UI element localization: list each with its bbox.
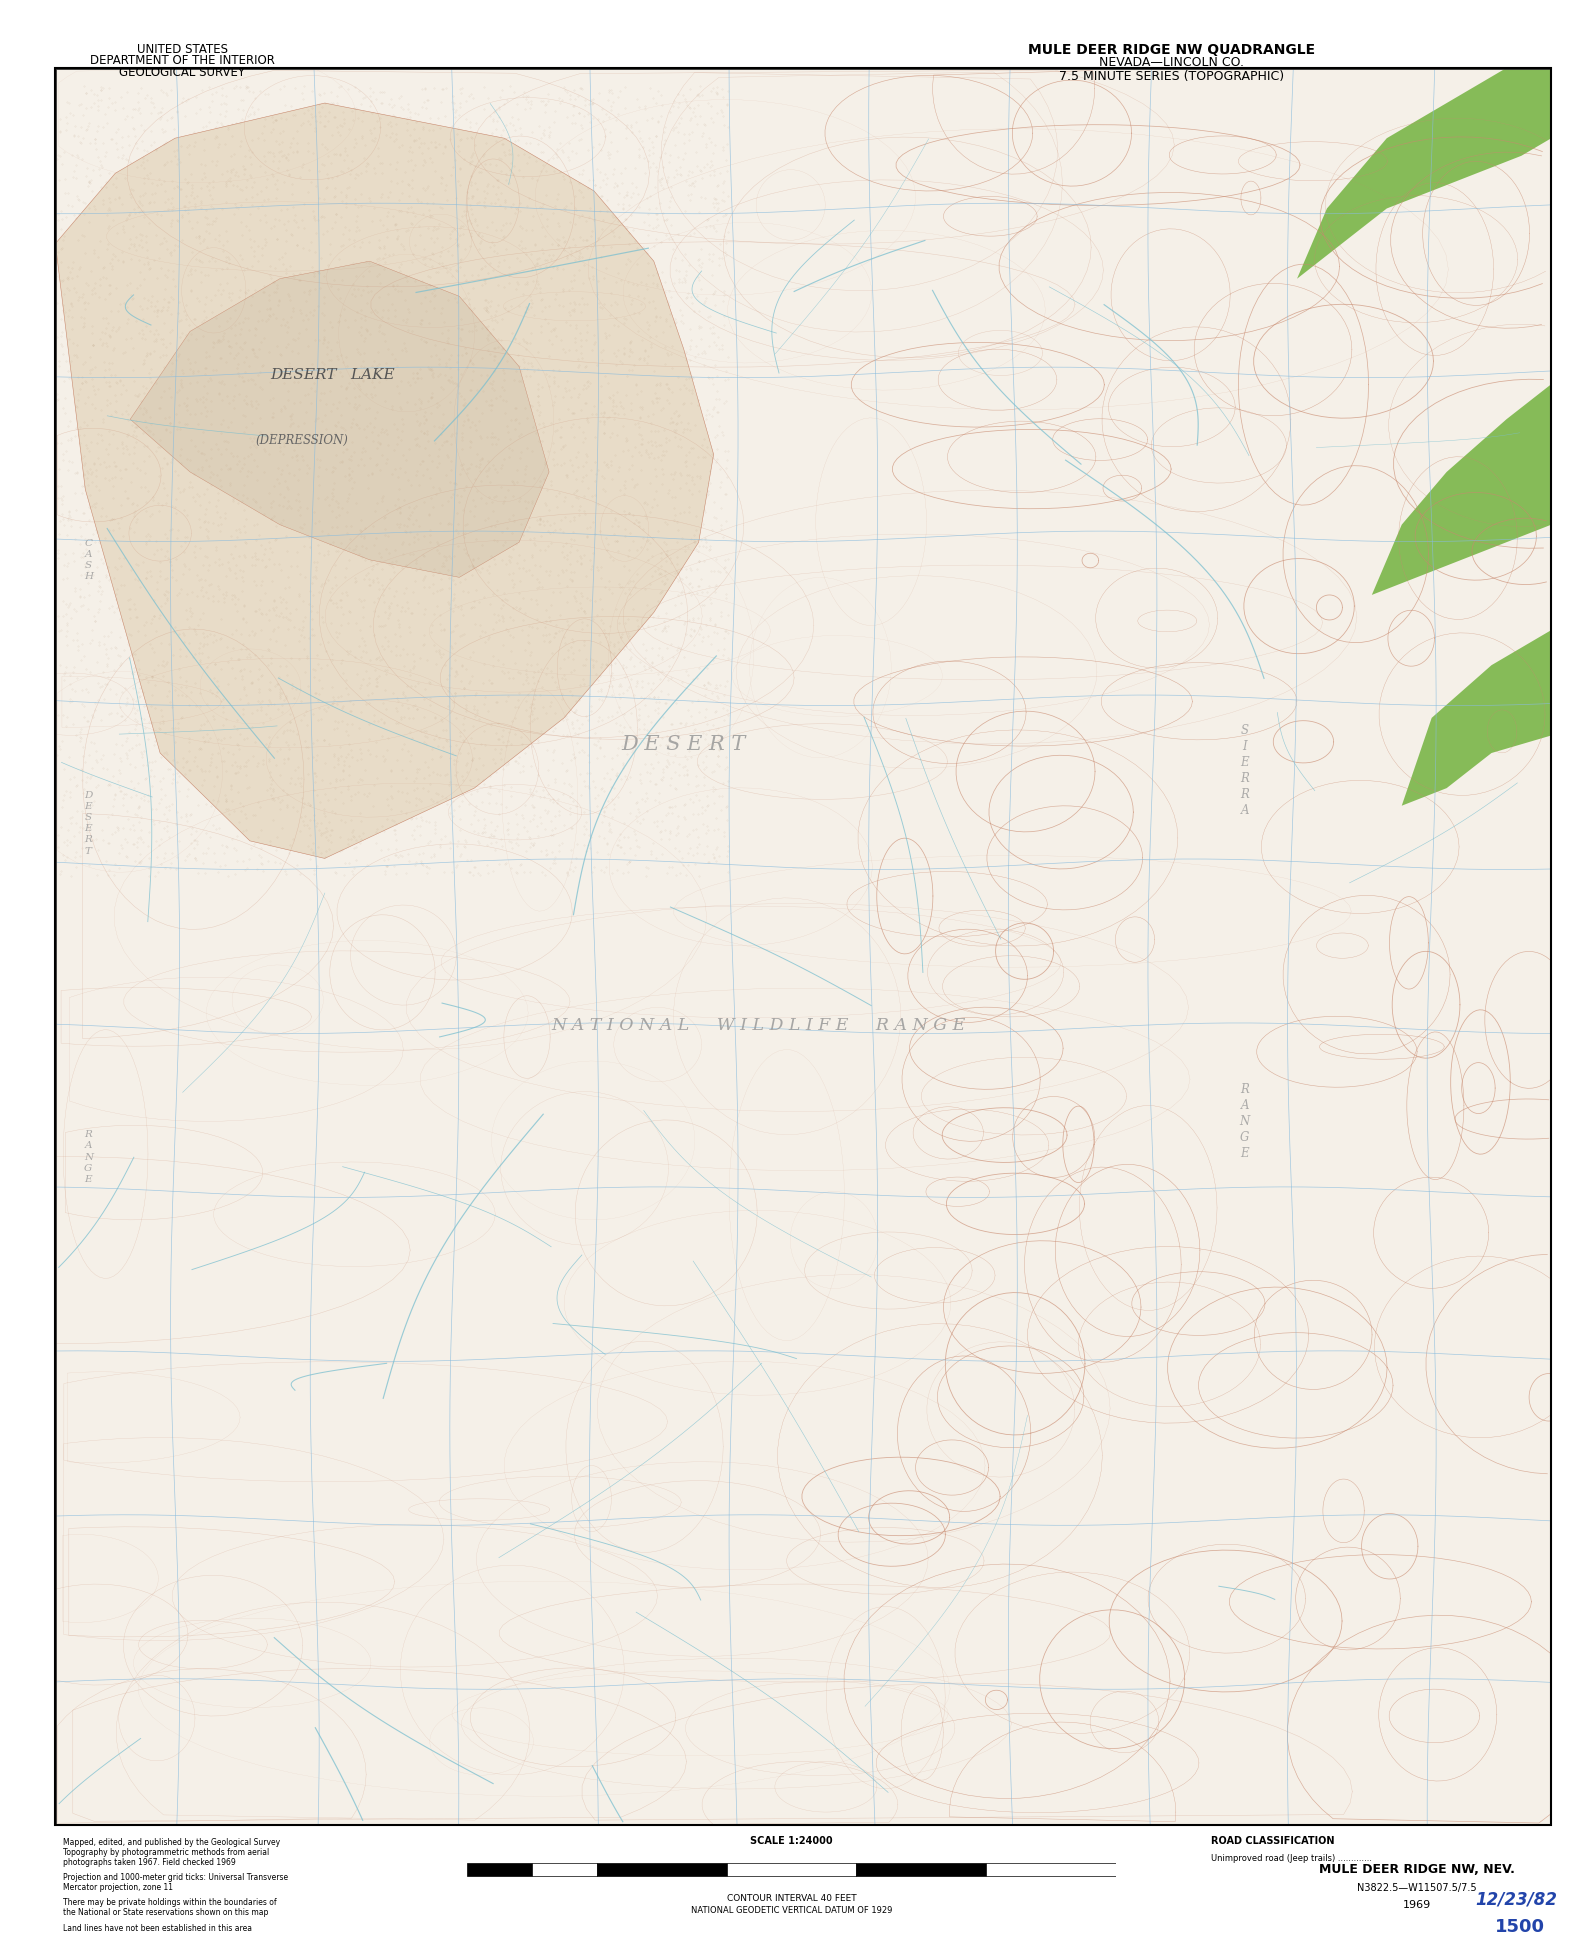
Polygon shape — [1296, 68, 1551, 280]
Polygon shape — [130, 262, 549, 576]
Text: 1500: 1500 — [1494, 1918, 1545, 1935]
Text: photographs taken 1967. Field checked 1969: photographs taken 1967. Field checked 19… — [63, 1858, 236, 1867]
Polygon shape — [55, 103, 714, 858]
Text: CONTOUR INTERVAL 40 FEET: CONTOUR INTERVAL 40 FEET — [727, 1894, 856, 1904]
Text: 7.5 MINUTE SERIES (TOPOGRAPHIC): 7.5 MINUTE SERIES (TOPOGRAPHIC) — [1059, 70, 1284, 83]
Text: (DEPRESSION): (DEPRESSION) — [256, 435, 348, 446]
Text: 1969: 1969 — [1403, 1900, 1431, 1910]
Text: Unimproved road (Jeep trails) .............: Unimproved road (Jeep trails) ..........… — [1211, 1854, 1372, 1863]
Text: SCALE 1:24000: SCALE 1:24000 — [750, 1836, 833, 1846]
Text: Topography by photogrammetric methods from aerial: Topography by photogrammetric methods fr… — [63, 1848, 269, 1858]
Text: MULE DEER RIDGE NW, NEV.: MULE DEER RIDGE NW, NEV. — [1319, 1863, 1515, 1877]
Bar — [986, 1863, 1116, 1875]
Text: Mapped, edited, and published by the Geological Survey: Mapped, edited, and published by the Geo… — [63, 1838, 280, 1848]
Text: Mercator projection, zone 11: Mercator projection, zone 11 — [63, 1883, 173, 1892]
Text: MULE DEER RIDGE NW QUADRANGLE: MULE DEER RIDGE NW QUADRANGLE — [1027, 43, 1315, 56]
Polygon shape — [1372, 384, 1551, 594]
Text: There may be private holdings within the boundaries of: There may be private holdings within the… — [63, 1898, 277, 1908]
Text: Projection and 1000-meter grid ticks: Universal Transverse: Projection and 1000-meter grid ticks: Un… — [63, 1873, 288, 1883]
Text: N A T I O N A L     W I L D L I F E     R A N G E: N A T I O N A L W I L D L I F E R A N G … — [551, 1017, 966, 1035]
Polygon shape — [1403, 631, 1551, 806]
Text: DEPARTMENT OF THE INTERIOR: DEPARTMENT OF THE INTERIOR — [90, 54, 274, 68]
Text: ROAD CLASSIFICATION: ROAD CLASSIFICATION — [1211, 1836, 1334, 1846]
Text: GEOLOGICAL SURVEY: GEOLOGICAL SURVEY — [119, 66, 245, 80]
Text: NATIONAL GEODETIC VERTICAL DATUM OF 1929: NATIONAL GEODETIC VERTICAL DATUM OF 1929 — [690, 1906, 893, 1916]
Text: Land lines have not been established in this area: Land lines have not been established in … — [63, 1924, 252, 1933]
Text: the National or State reservations shown on this map: the National or State reservations shown… — [63, 1908, 269, 1918]
Bar — [532, 1863, 597, 1875]
Text: D
E
S
E
R
T: D E S E R T — [84, 792, 92, 856]
Text: D E S E R T: D E S E R T — [622, 736, 746, 753]
Bar — [597, 1863, 727, 1875]
Text: R
A
N
G
E: R A N G E — [1239, 1083, 1251, 1161]
Text: R
A
N
G
E: R A N G E — [84, 1130, 93, 1184]
Text: DESERT   LAKE: DESERT LAKE — [269, 369, 394, 382]
Polygon shape — [55, 68, 1551, 1825]
Text: 12/23/82: 12/23/82 — [1475, 1891, 1558, 1908]
Text: C
A
S
H: C A S H — [84, 540, 93, 580]
Text: NEVADA—LINCOLN CO.: NEVADA—LINCOLN CO. — [1099, 56, 1244, 70]
Text: N3822.5—W11507.5/7.5: N3822.5—W11507.5/7.5 — [1357, 1883, 1477, 1892]
Text: UNITED STATES: UNITED STATES — [136, 43, 228, 56]
Bar — [727, 1863, 856, 1875]
Bar — [467, 1863, 532, 1875]
Text: S
I
E
R
R
A: S I E R R A — [1239, 724, 1249, 817]
Bar — [856, 1863, 986, 1875]
